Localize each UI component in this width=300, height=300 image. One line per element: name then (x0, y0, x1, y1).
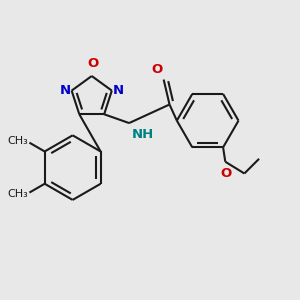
Text: N: N (60, 83, 71, 97)
Text: CH₃: CH₃ (7, 136, 28, 146)
Text: NH: NH (131, 128, 154, 141)
Text: O: O (88, 57, 99, 70)
Text: O: O (220, 167, 232, 180)
Text: O: O (152, 63, 163, 76)
Text: CH₃: CH₃ (7, 189, 28, 199)
Text: N: N (113, 83, 124, 97)
